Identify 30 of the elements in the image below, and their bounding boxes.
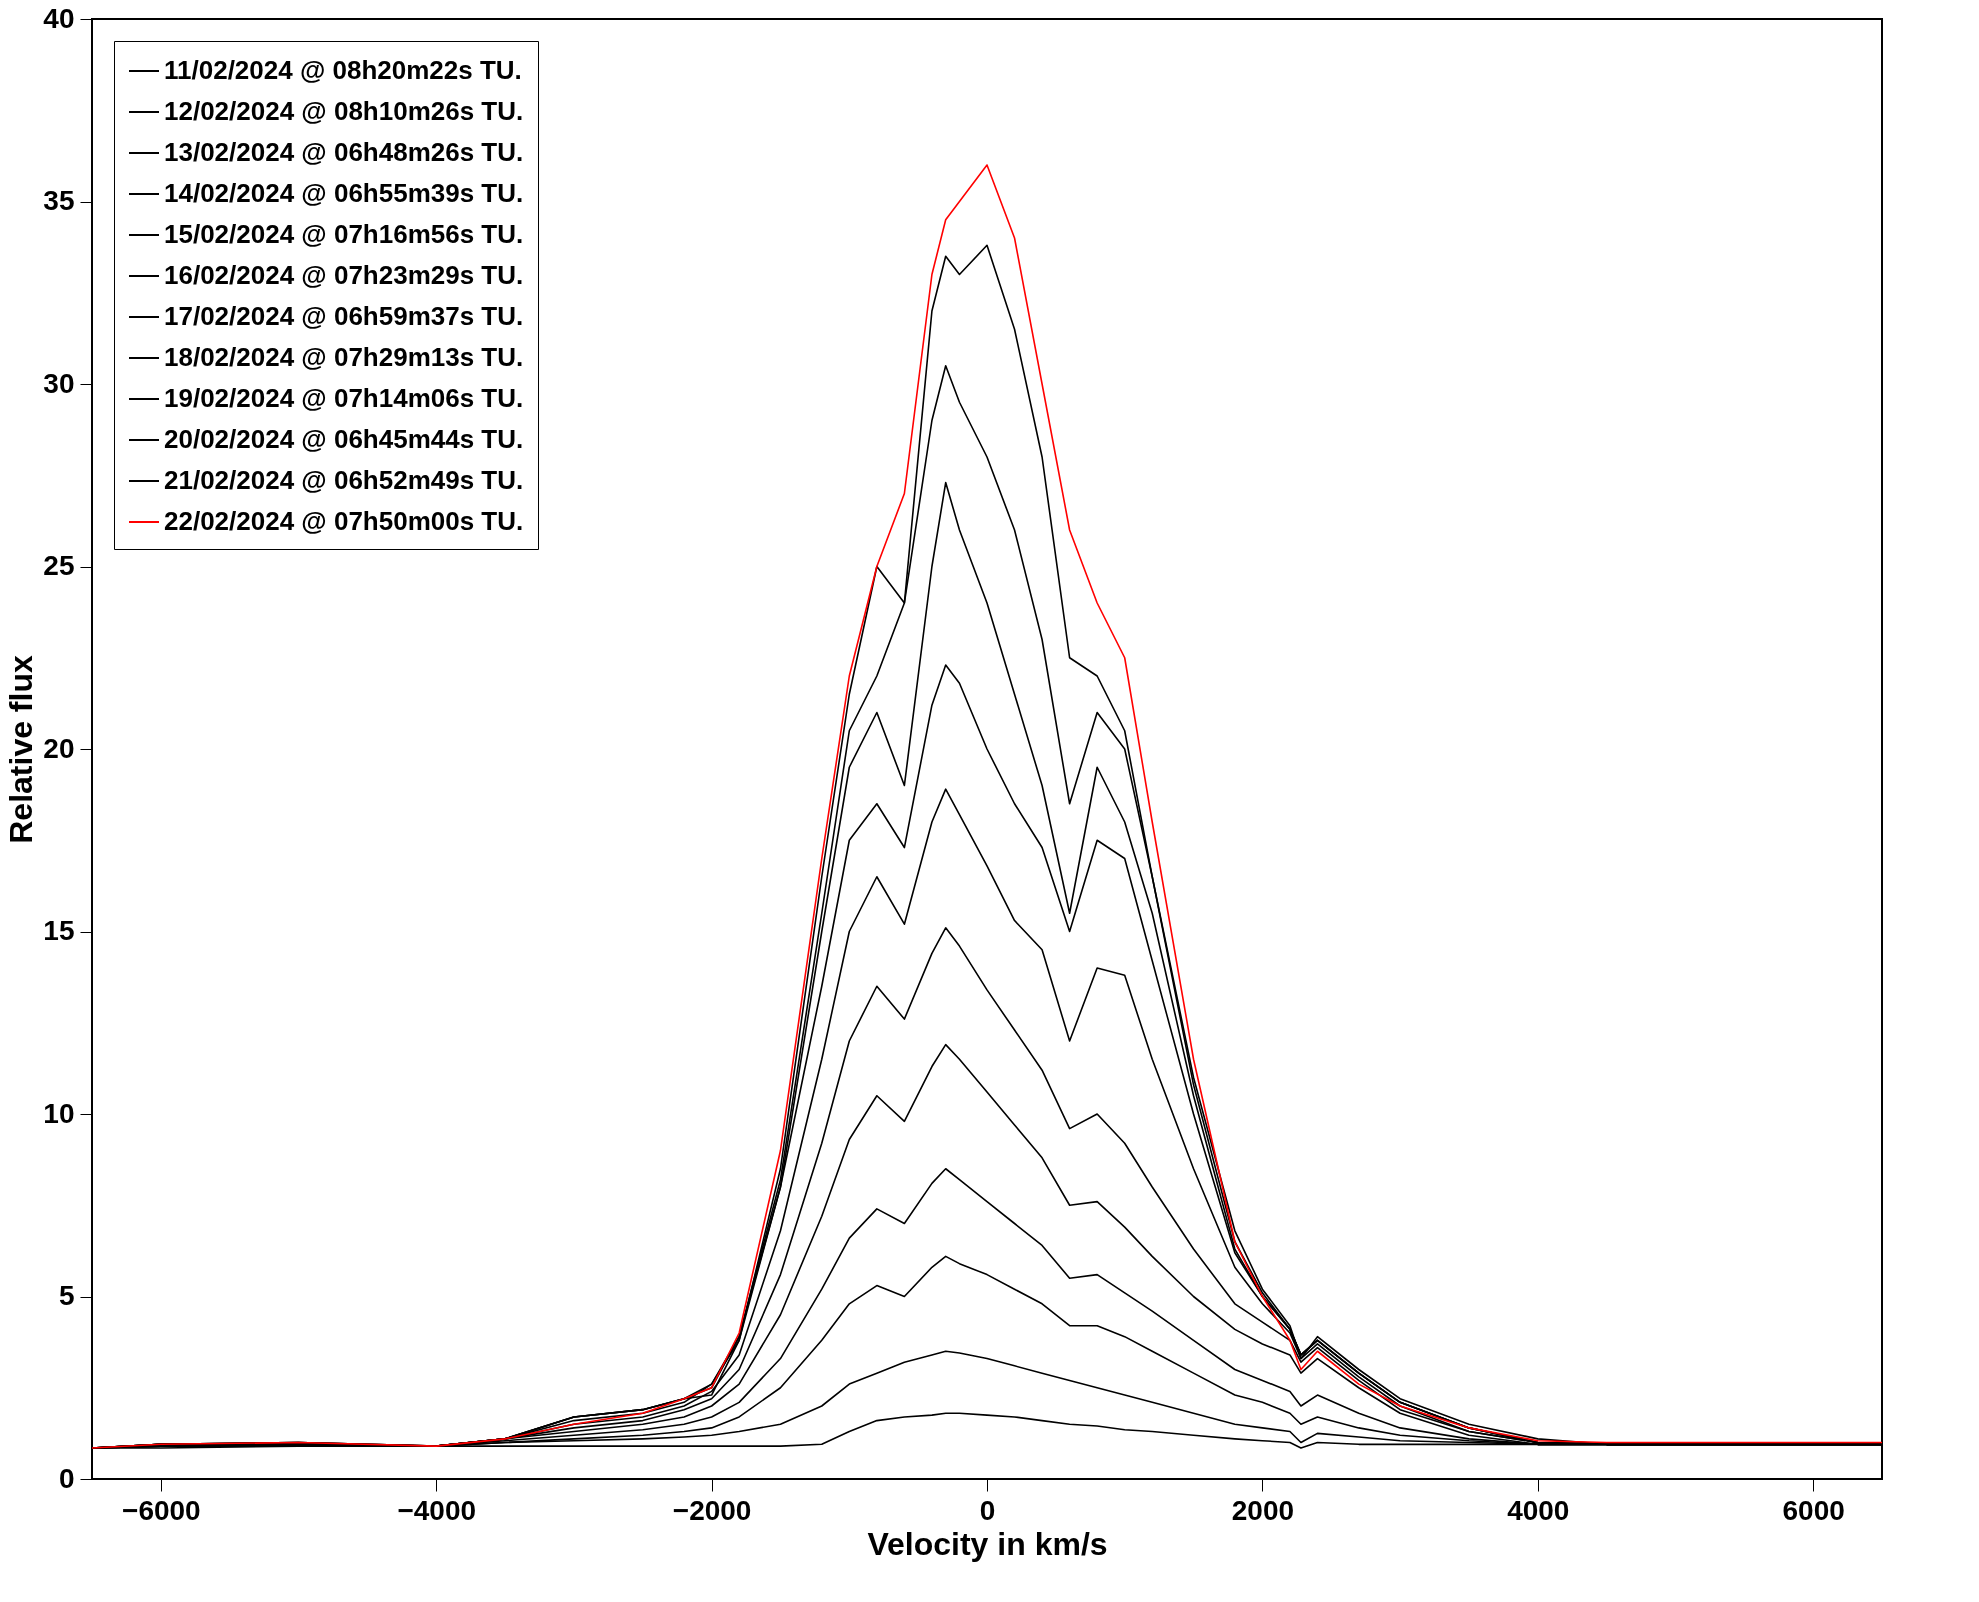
legend-label: 17/02/2024 @ 06h59m37s TU.	[164, 301, 524, 331]
x-tick-label: −4000	[397, 1494, 477, 1526]
legend-label: 13/02/2024 @ 06h48m26s TU.	[164, 137, 524, 167]
legend-label: 18/02/2024 @ 07h29m13s TU.	[164, 342, 524, 372]
legend-label: 21/02/2024 @ 06h52m49s TU.	[164, 465, 524, 495]
y-tick-label: 30	[43, 367, 75, 399]
legend-label: 14/02/2024 @ 06h55m39s TU.	[164, 178, 524, 208]
legend-label: 19/02/2024 @ 07h14m06s TU.	[164, 383, 524, 413]
y-tick-label: 35	[43, 185, 75, 216]
y-tick-label: 20	[43, 732, 75, 764]
y-tick-label: 10	[43, 1097, 75, 1129]
y-tick-label: 5	[58, 1280, 75, 1311]
x-tick-label: 0	[979, 1494, 996, 1526]
x-tick-label: −6000	[122, 1494, 201, 1526]
y-tick-label: 15	[43, 915, 75, 946]
legend-label: 12/02/2024 @ 08h10m26s TU.	[164, 96, 524, 126]
legend-label: 16/02/2024 @ 07h23m29s TU.	[164, 260, 524, 290]
legend-label: 20/02/2024 @ 06h45m44s TU.	[164, 424, 524, 454]
y-axis-title: Relative flux	[3, 655, 40, 844]
y-tick-label: 0	[58, 1462, 75, 1494]
legend-label: 15/02/2024 @ 07h16m56s TU.	[164, 219, 524, 249]
y-tick-label: 25	[43, 550, 75, 581]
x-tick-label: 2000	[1231, 1494, 1295, 1526]
x-tick-label: 6000	[1782, 1494, 1845, 1526]
x-tick-label: 4000	[1507, 1494, 1570, 1526]
legend-label: 11/02/2024 @ 08h20m22s TU.	[164, 55, 522, 85]
legend-label: 22/02/2024 @ 07h50m00s TU.	[164, 506, 524, 536]
x-axis-title: Velocity in km/s	[867, 1525, 1108, 1562]
y-tick-label: 40	[43, 2, 75, 34]
x-tick-label: −2000	[672, 1494, 752, 1526]
